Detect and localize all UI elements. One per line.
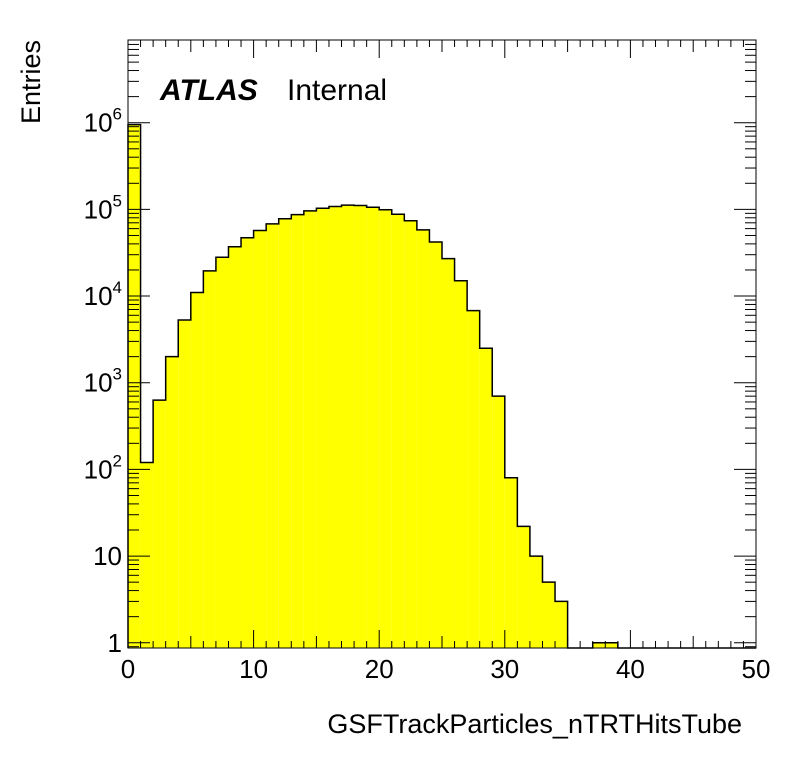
y-axis-title: Entries bbox=[16, 40, 46, 124]
y-tick-label: 103 bbox=[84, 365, 122, 398]
histogram-bin bbox=[241, 237, 254, 649]
histogram-bin bbox=[291, 214, 304, 649]
tick-labels: 0 10 20 30 40 50 1 10 102 103 104 105 106 bbox=[84, 105, 771, 684]
internal-label: Internal bbox=[287, 74, 387, 107]
x-tick-label: 0 bbox=[121, 654, 135, 684]
histogram-bin bbox=[517, 526, 530, 648]
histogram-bin bbox=[228, 246, 242, 648]
histogram-bin bbox=[479, 348, 493, 648]
y-tick-label: 102 bbox=[84, 451, 122, 484]
y-tick-label: 1 bbox=[108, 628, 122, 658]
histogram-bin bbox=[354, 205, 367, 648]
histogram-bin bbox=[542, 582, 556, 648]
histogram-bin bbox=[592, 642, 606, 648]
histogram-bin bbox=[215, 257, 229, 648]
y-tick-label: 106 bbox=[84, 105, 122, 138]
histogram-bin bbox=[203, 270, 216, 648]
histogram-bin bbox=[429, 242, 442, 648]
histogram-bin bbox=[391, 214, 405, 648]
y-tick-label: 104 bbox=[84, 278, 122, 311]
x-tick-label: 40 bbox=[616, 654, 645, 684]
histogram-bin bbox=[467, 310, 480, 648]
histogram-bin bbox=[442, 258, 455, 648]
histogram-bin bbox=[153, 400, 166, 648]
histogram-bin bbox=[404, 220, 417, 649]
histogram-bin bbox=[178, 319, 191, 648]
axis-ticks bbox=[127, 39, 757, 648]
histogram-bin bbox=[253, 230, 267, 649]
histogram-bin bbox=[278, 218, 292, 648]
histogram-bin bbox=[416, 229, 430, 648]
histogram-bin bbox=[316, 208, 329, 648]
x-axis-title: GSFTrackParticles_nTRTHitsTube bbox=[327, 709, 742, 739]
histogram-bin bbox=[555, 601, 568, 648]
histogram-bin bbox=[366, 207, 380, 648]
histogram-bin bbox=[504, 477, 518, 648]
histogram-bin bbox=[454, 280, 468, 648]
histogram-bin bbox=[140, 462, 154, 648]
histogram-bin bbox=[328, 206, 342, 649]
histogram-bin bbox=[341, 205, 355, 649]
histogram-bin bbox=[529, 556, 543, 648]
y-tick-label: 105 bbox=[84, 191, 122, 224]
histogram-bin bbox=[190, 292, 204, 648]
histogram-bin bbox=[379, 209, 392, 649]
histogram-bin bbox=[492, 396, 505, 648]
histogram-bin bbox=[165, 356, 179, 648]
histogram-bin bbox=[303, 210, 317, 648]
x-tick-label: 50 bbox=[742, 654, 771, 684]
atlas-label: ATLAS bbox=[159, 74, 258, 107]
histogram-bars bbox=[127, 123, 756, 649]
x-tick-label: 20 bbox=[365, 654, 394, 684]
y-tick-label: 10 bbox=[93, 541, 122, 571]
x-tick-label: 10 bbox=[239, 654, 268, 684]
histogram-bin bbox=[605, 642, 618, 648]
histogram-bin bbox=[266, 223, 279, 648]
x-tick-label: 30 bbox=[490, 654, 519, 684]
